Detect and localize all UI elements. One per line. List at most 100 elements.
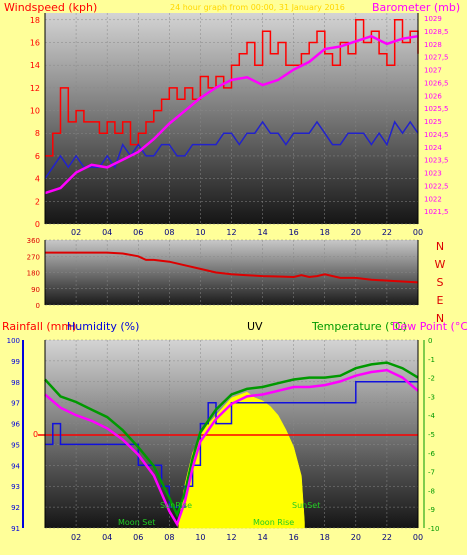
- moonset-label: Moon Set: [118, 518, 155, 527]
- compass-letter: E: [437, 294, 444, 307]
- windspeed-tick: 18: [30, 16, 40, 25]
- time-tick: 00: [413, 228, 423, 237]
- wind-direction-axes: 0 90 180 270 360: [27, 237, 419, 310]
- barometer-tick: 1023: [424, 170, 442, 178]
- humidity-tick: 97: [11, 400, 20, 408]
- barometer-tick: 1026,5: [424, 79, 449, 87]
- humidity-tick: 94: [11, 462, 20, 470]
- barometer-tick: 1028,5: [424, 28, 449, 36]
- time-tick: 04: [102, 533, 112, 542]
- temperature-tick: 0: [428, 337, 432, 345]
- direction-tick: 180: [27, 270, 40, 278]
- windspeed-tick: 16: [30, 38, 40, 47]
- temperature-tick: -7: [428, 469, 435, 477]
- compass-letter: N: [436, 312, 444, 325]
- humidity-tick: 91: [11, 525, 20, 533]
- time-tick: 02: [71, 228, 81, 237]
- temp-humidity-series: [38, 361, 419, 529]
- temperature-axis-title: Temperature (°C): [311, 320, 407, 333]
- temperature-tick: -1: [428, 356, 435, 364]
- dewpoint-axis-title: Dew Point (°C): [392, 320, 467, 333]
- pressure-series-line: [44, 34, 419, 195]
- time-tick: 18: [320, 228, 330, 237]
- humidity-tick: 96: [11, 421, 20, 429]
- compass-letter: S: [437, 276, 444, 289]
- barometer-tick: 1022,5: [424, 182, 449, 190]
- barometer-tick: 1028: [424, 41, 442, 49]
- time-tick: 08: [164, 533, 174, 542]
- humidity-tick: 100: [7, 337, 20, 345]
- time-tick: 12: [226, 228, 236, 237]
- direction-tick: 0: [36, 302, 40, 310]
- windspeed-tick: 6: [35, 152, 40, 161]
- sunset-label: SunSet: [292, 501, 320, 510]
- temp-humidity-axes: 91 92 93 94 95 96 97 98 99 100 02 04 06 08 10 12 14 16 18 2…: [7, 337, 440, 542]
- temperature-tick: -9: [428, 506, 435, 514]
- windspeed-tick: 14: [30, 61, 40, 70]
- sunrise-label: SunRise: [160, 501, 192, 510]
- barometer-tick: 1026: [424, 92, 442, 100]
- humidity-tick: 93: [11, 483, 20, 491]
- humidity-series-line: [45, 381, 418, 508]
- windspeed-tick: 4: [35, 175, 40, 184]
- compass-letter: W: [435, 258, 446, 271]
- time-tick: 14: [257, 228, 267, 237]
- barometer-tick: 1024,5: [424, 131, 449, 139]
- uv-axis-title: UV: [247, 320, 263, 333]
- windspeed-tick: 8: [35, 129, 40, 138]
- barometer-tick: 1022: [424, 195, 442, 203]
- time-tick: 10: [195, 533, 205, 542]
- time-tick: 08: [164, 228, 174, 237]
- barometer-tick: 1023,5: [424, 157, 449, 165]
- windspeed-tick: 10: [30, 107, 40, 116]
- time-tick: 14: [257, 533, 267, 542]
- moonrise-label: Moon Rise: [253, 518, 294, 527]
- time-tick: 04: [102, 228, 112, 237]
- gust-series-line: [45, 19, 419, 157]
- temperature-tick: -4: [428, 412, 436, 420]
- average-wind-series-line: [44, 120, 419, 180]
- time-tick: 18: [320, 533, 330, 542]
- graph-period-title: 24 hour graph from 00:00, 31 January 201…: [170, 3, 345, 12]
- direction-tick: 270: [27, 253, 40, 261]
- direction-tick: 90: [31, 286, 40, 294]
- time-tick: 12: [226, 533, 236, 542]
- humidity-tick: 95: [11, 441, 20, 449]
- temperature-tick: -2: [428, 375, 435, 383]
- barometer-axis-title: Barometer (mb): [372, 1, 460, 14]
- humidity-tick: 92: [11, 504, 20, 512]
- time-tick: 00: [413, 533, 423, 542]
- time-tick: 10: [195, 228, 205, 237]
- humidity-axis-title: Humidity (%): [67, 320, 139, 333]
- temperature-tick: -5: [428, 431, 435, 439]
- barometer-tick: 1029: [424, 15, 442, 23]
- rainfall-axis-title: Rainfall (mm): [2, 320, 76, 333]
- barometer-tick: 1025,5: [424, 105, 449, 113]
- barometer-tick: 1021,5: [424, 208, 449, 216]
- temperature-tick: -6: [428, 450, 436, 458]
- time-tick: 02: [71, 533, 81, 542]
- temperature-tick: -3: [428, 393, 435, 401]
- windspeed-tick: 12: [30, 84, 40, 93]
- barometer-tick: 1027,5: [424, 54, 449, 62]
- time-tick: 20: [351, 228, 361, 237]
- humidity-tick: 98: [11, 379, 20, 387]
- barometer-tick: 1024: [424, 144, 442, 152]
- windspeed-axis-title: Windspeed (kph): [4, 1, 97, 14]
- wind-direction-series: [45, 251, 419, 284]
- barometer-tick: 1027: [424, 67, 442, 75]
- direction-tick: 360: [27, 237, 40, 245]
- humidity-tick: 99: [11, 358, 20, 366]
- compass-letter: N: [436, 240, 444, 253]
- temperature-tick: -10: [428, 525, 439, 533]
- wind-direction-series-line: [45, 251, 419, 284]
- wind-pressure-series: [44, 19, 419, 195]
- time-tick: 20: [351, 533, 361, 542]
- temperature-series-line: [44, 361, 419, 519]
- time-tick: 22: [382, 228, 392, 237]
- time-tick: 06: [133, 533, 143, 542]
